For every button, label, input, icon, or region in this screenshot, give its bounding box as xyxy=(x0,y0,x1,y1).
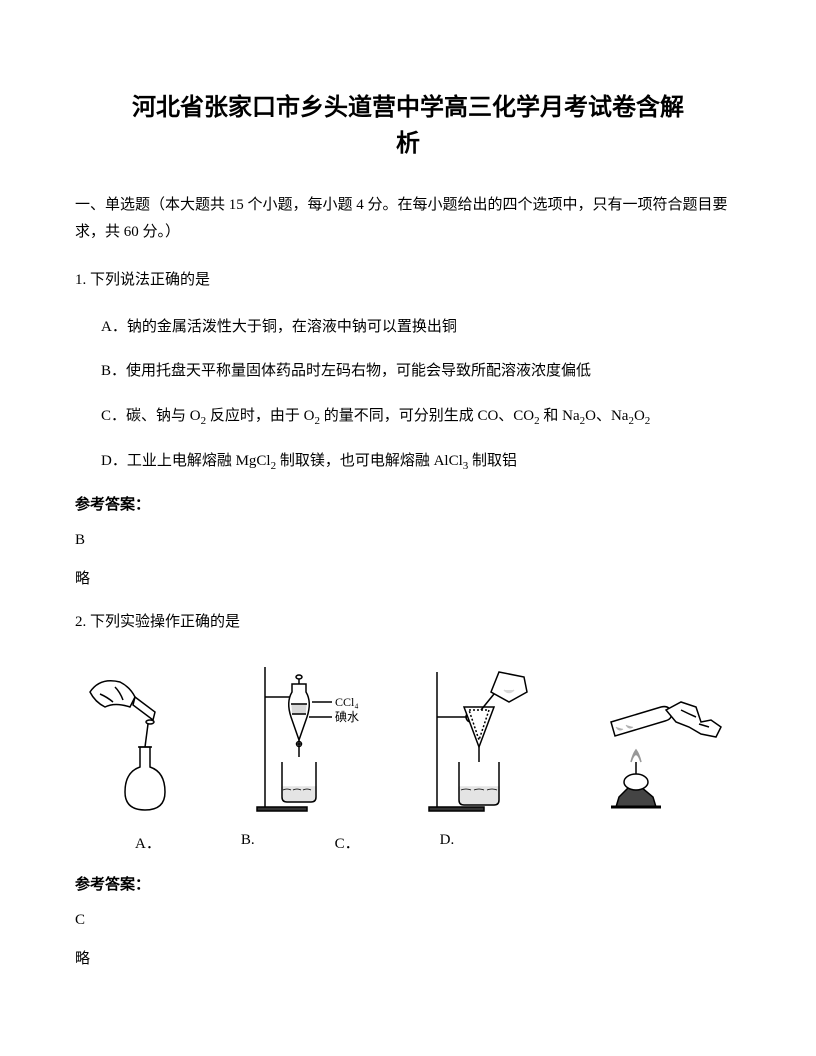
filtration-icon xyxy=(419,662,559,812)
svg-text:CCl₄: CCl₄ xyxy=(335,695,359,709)
q2-answer: C xyxy=(75,912,741,929)
q1-option-a: A．钠的金属活泼性大于铜，在溶液中钠可以置换出铜 xyxy=(75,313,741,342)
q1-stem: 1. 下列说法正确的是 xyxy=(75,266,741,295)
q1-option-c: C．碳、钠与 O2 反应时，由于 O2 的量不同，可分别生成 CO、CO2 和 … xyxy=(75,402,741,432)
svg-text:碘水: 碘水 xyxy=(335,710,359,724)
q2-stem: 2. 下列实验操作正确的是 xyxy=(75,608,741,637)
heating-tube-icon xyxy=(581,692,731,812)
q2-figure-c xyxy=(419,662,559,812)
q2-option-labels: A． B. C． D. xyxy=(75,832,741,853)
q2-label-b: B. xyxy=(241,832,255,853)
separating-funnel-icon: CCl₄ 碘水 xyxy=(237,662,397,812)
q2-brief: 略 xyxy=(75,947,741,968)
q2-figures: CCl₄ 碘水 xyxy=(75,662,741,812)
q2-label-d: D. xyxy=(440,832,455,853)
q1-option-d: D．工业上电解熔融 MgCl2 制取镁，也可电解熔融 AlCl3 制取铝 xyxy=(75,447,741,477)
q1-brief: 略 xyxy=(75,567,741,588)
q1-option-b: B．使用托盘天平称量固体药品时左码右物，可能会导致所配溶液浓度偏低 xyxy=(75,357,741,386)
page-title: 河北省张家口市乡头道营中学高三化学月考试卷含解 析 xyxy=(75,90,741,162)
q2-figure-b: CCl₄ 碘水 xyxy=(237,662,397,812)
q2-label-a: A． xyxy=(135,832,161,853)
title-line-1: 河北省张家口市乡头道营中学高三化学月考试卷含解 xyxy=(132,95,684,121)
q1-answer: B xyxy=(75,532,741,549)
flask-pouring-icon xyxy=(85,672,215,812)
q2-figure-d xyxy=(581,692,731,812)
section-header: 一、单选题（本大题共 15 个小题，每小题 4 分。在每小题给出的四个选项中，只… xyxy=(75,192,741,246)
q2-figure-a xyxy=(85,672,215,812)
q2-label-c: C． xyxy=(335,832,360,853)
title-line-2: 析 xyxy=(396,131,420,157)
q2-answer-label: 参考答案： xyxy=(75,873,741,894)
q1-answer-label: 参考答案： xyxy=(75,493,741,514)
